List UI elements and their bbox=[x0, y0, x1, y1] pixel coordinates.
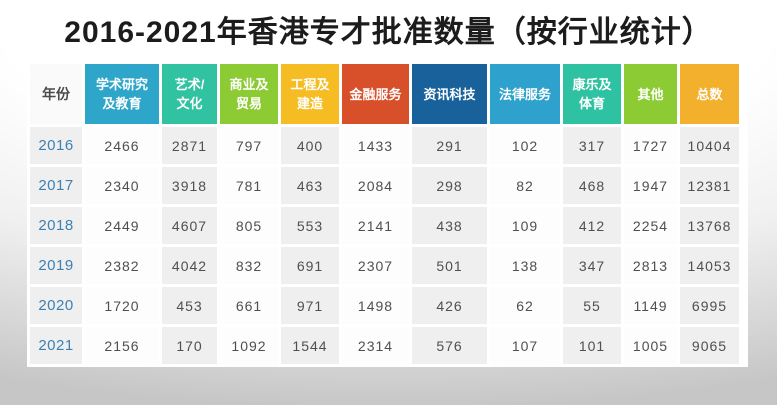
data-cell: 805 bbox=[220, 207, 278, 244]
data-cell: 10404 bbox=[680, 127, 739, 164]
data-cell: 661 bbox=[220, 287, 278, 324]
data-cell: 438 bbox=[412, 207, 487, 244]
data-cell: 501 bbox=[412, 247, 487, 284]
data-cell: 2254 bbox=[624, 207, 677, 244]
data-cell: 2314 bbox=[342, 327, 409, 364]
data-cell: 102 bbox=[490, 127, 560, 164]
table-row: 2016 2466 2871 797 400 1433 291 102 317 … bbox=[30, 127, 739, 164]
data-cell: 1727 bbox=[624, 127, 677, 164]
data-cell: 412 bbox=[563, 207, 621, 244]
data-cell: 2382 bbox=[85, 247, 159, 284]
column-header-total: 总数 bbox=[680, 64, 739, 124]
column-header-financial-services: 金融服务 bbox=[342, 64, 409, 124]
year-column-header: 年份 bbox=[30, 64, 82, 124]
data-cell: 2466 bbox=[85, 127, 159, 164]
data-cell: 2340 bbox=[85, 167, 159, 204]
data-cell: 971 bbox=[281, 287, 339, 324]
year-cell: 2016 bbox=[30, 127, 82, 164]
column-header-information-technology: 资讯科技 bbox=[412, 64, 487, 124]
data-cell: 2871 bbox=[162, 127, 217, 164]
data-cell: 781 bbox=[220, 167, 278, 204]
data-cell: 2813 bbox=[624, 247, 677, 284]
data-cell: 101 bbox=[563, 327, 621, 364]
data-cell: 317 bbox=[563, 127, 621, 164]
data-cell: 2084 bbox=[342, 167, 409, 204]
year-cell: 2019 bbox=[30, 247, 82, 284]
data-cell: 1947 bbox=[624, 167, 677, 204]
data-cell: 463 bbox=[281, 167, 339, 204]
header-row: 年份 学术研究 及教育 艺术/ 文化 商业及 贸易 工程及 建造 金融服务 资讯… bbox=[30, 64, 739, 124]
data-cell: 107 bbox=[490, 327, 560, 364]
data-cell: 1005 bbox=[624, 327, 677, 364]
data-cell: 9065 bbox=[680, 327, 739, 364]
data-cell: 13768 bbox=[680, 207, 739, 244]
data-cell: 82 bbox=[490, 167, 560, 204]
data-cell: 170 bbox=[162, 327, 217, 364]
column-header-legal-services: 法律服务 bbox=[490, 64, 560, 124]
table-row: 2019 2382 4042 832 691 2307 501 138 347 … bbox=[30, 247, 739, 284]
data-cell: 291 bbox=[412, 127, 487, 164]
data-cell: 298 bbox=[412, 167, 487, 204]
data-cell: 12381 bbox=[680, 167, 739, 204]
year-cell: 2018 bbox=[30, 207, 82, 244]
data-cell: 553 bbox=[281, 207, 339, 244]
column-header-recreation-sports: 康乐及 体育 bbox=[563, 64, 621, 124]
data-cell: 1092 bbox=[220, 327, 278, 364]
table-row: 2020 1720 453 661 971 1498 426 62 55 114… bbox=[30, 287, 739, 324]
year-cell: 2017 bbox=[30, 167, 82, 204]
statistics-table: 年份 学术研究 及教育 艺术/ 文化 商业及 贸易 工程及 建造 金融服务 资讯… bbox=[27, 61, 742, 367]
data-cell: 2156 bbox=[85, 327, 159, 364]
data-cell: 6995 bbox=[680, 287, 739, 324]
data-cell: 400 bbox=[281, 127, 339, 164]
data-cell: 2141 bbox=[342, 207, 409, 244]
data-cell: 4042 bbox=[162, 247, 217, 284]
year-cell: 2021 bbox=[30, 327, 82, 364]
column-header-commerce-trade: 商业及 贸易 bbox=[220, 64, 278, 124]
data-cell: 2307 bbox=[342, 247, 409, 284]
data-cell: 426 bbox=[412, 287, 487, 324]
data-cell: 1149 bbox=[624, 287, 677, 324]
data-cell: 347 bbox=[563, 247, 621, 284]
data-cell: 4607 bbox=[162, 207, 217, 244]
data-cell: 1433 bbox=[342, 127, 409, 164]
table-row: 2021 2156 170 1092 1544 2314 576 107 101… bbox=[30, 327, 739, 364]
data-cell: 1720 bbox=[85, 287, 159, 324]
data-cell: 3918 bbox=[162, 167, 217, 204]
table-row: 2017 2340 3918 781 463 2084 298 82 468 1… bbox=[30, 167, 739, 204]
column-header-arts-culture: 艺术/ 文化 bbox=[162, 64, 217, 124]
column-header-academic-research-education: 学术研究 及教育 bbox=[85, 64, 159, 124]
data-cell: 576 bbox=[412, 327, 487, 364]
page-title: 2016-2021年香港专才批准数量（按行业统计） bbox=[64, 16, 713, 49]
data-cell: 1498 bbox=[342, 287, 409, 324]
data-cell: 468 bbox=[563, 167, 621, 204]
data-cell: 691 bbox=[281, 247, 339, 284]
data-cell: 109 bbox=[490, 207, 560, 244]
data-cell: 1544 bbox=[281, 327, 339, 364]
column-header-others: 其他 bbox=[624, 64, 677, 124]
data-cell: 138 bbox=[490, 247, 560, 284]
data-cell: 62 bbox=[490, 287, 560, 324]
data-cell: 797 bbox=[220, 127, 278, 164]
column-header-engineering-construction: 工程及 建造 bbox=[281, 64, 339, 124]
data-cell: 55 bbox=[563, 287, 621, 324]
statistics-table-container: 年份 学术研究 及教育 艺术/ 文化 商业及 贸易 工程及 建造 金融服务 资讯… bbox=[27, 61, 748, 367]
data-cell: 14053 bbox=[680, 247, 739, 284]
table-row: 2018 2449 4607 805 553 2141 438 109 412 … bbox=[30, 207, 739, 244]
year-cell: 2020 bbox=[30, 287, 82, 324]
data-cell: 453 bbox=[162, 287, 217, 324]
data-cell: 2449 bbox=[85, 207, 159, 244]
data-cell: 832 bbox=[220, 247, 278, 284]
